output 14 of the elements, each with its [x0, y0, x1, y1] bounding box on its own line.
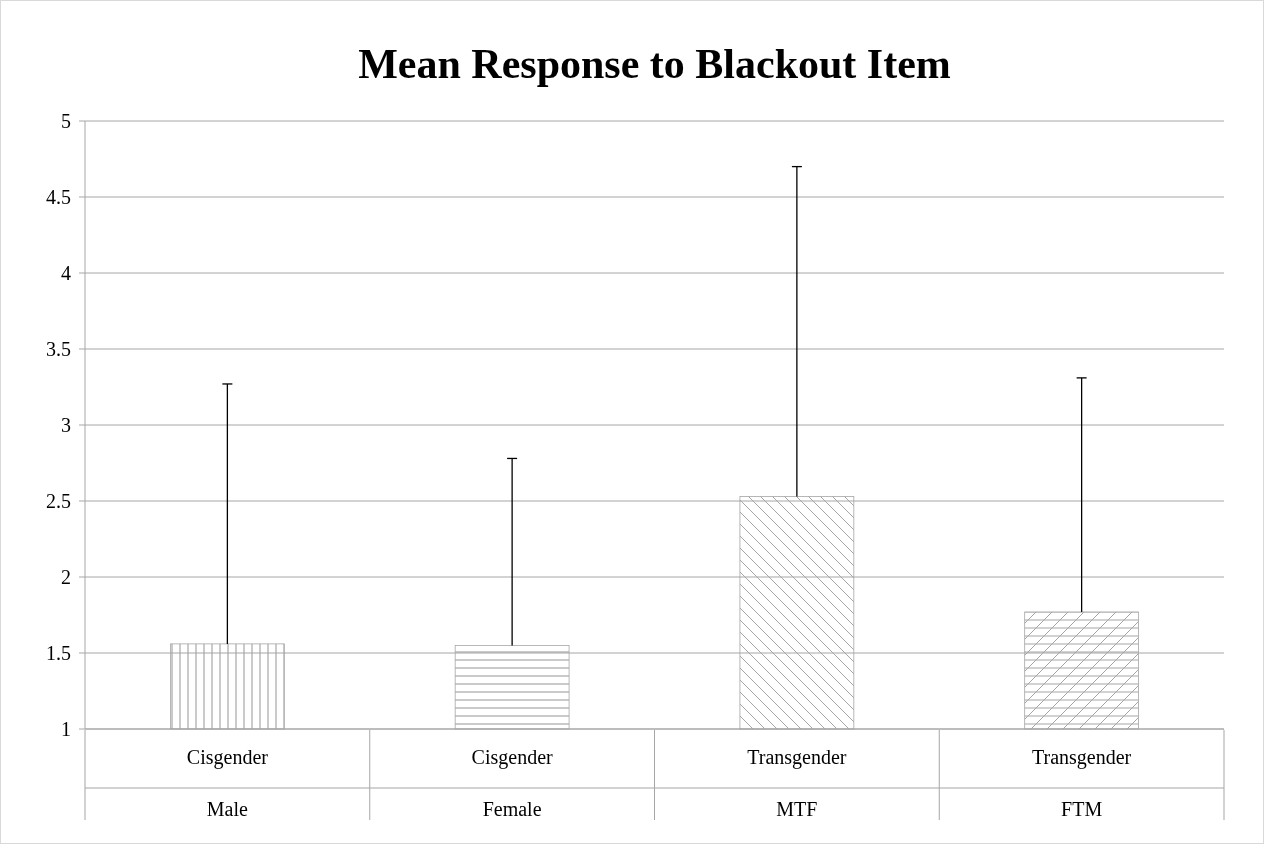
- y-tick-label: 4.5: [46, 186, 71, 208]
- y-tick-label: 5: [61, 110, 71, 132]
- y-tick-label: 3: [61, 414, 71, 436]
- y-tick-label: 2: [61, 566, 71, 588]
- y-tick-label: 1.5: [46, 642, 71, 664]
- y-tick-label: 1: [61, 718, 71, 740]
- category-label: Cisgender Female: [471, 746, 553, 820]
- y-tick-label: 2.5: [46, 490, 71, 512]
- category-label: Transgender MTF: [747, 746, 847, 820]
- y-tick-label: 3.5: [46, 338, 71, 360]
- y-tick-label: 4: [61, 262, 71, 284]
- category-label: Cisgender Male: [186, 746, 268, 820]
- chart-title: Mean Response to Blackout Item: [358, 41, 951, 87]
- category-label: Transgender FTM: [1032, 746, 1132, 820]
